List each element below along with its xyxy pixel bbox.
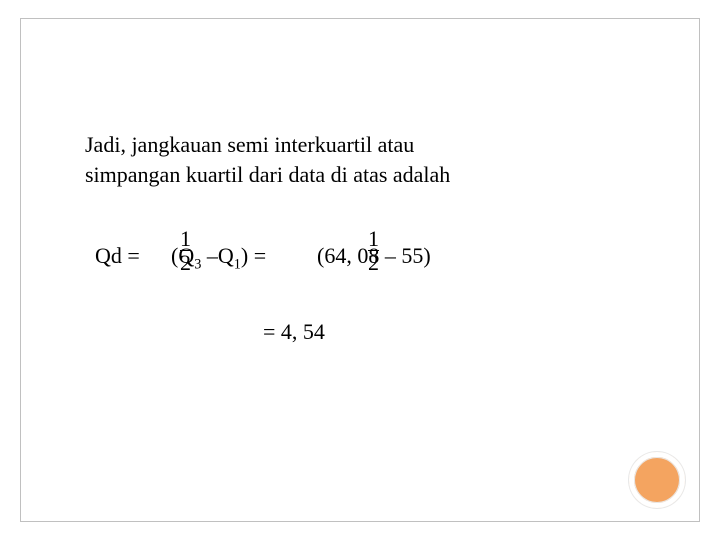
decorative-circle-icon	[629, 452, 685, 508]
frame-top	[20, 18, 700, 19]
expression-values: (64, 08 – 55)	[317, 243, 431, 269]
expr-open: (Q	[171, 243, 194, 268]
expr-mid: –Q	[201, 243, 233, 268]
expr-close: ) =	[241, 243, 266, 268]
subscript-1: 1	[234, 257, 241, 273]
equation-row: Qd = 1 2 (Q3 –Q1) = 1 2 (64, 08 – 55)	[85, 223, 635, 283]
qd-label: Qd =	[95, 243, 140, 269]
frame-left	[20, 18, 21, 522]
frame-bottom	[20, 521, 700, 522]
paragraph-line-2: simpangan kuartil dari data di atas adal…	[85, 160, 635, 190]
frame-right	[699, 18, 700, 522]
expression-q3-q1: (Q3 –Q1) =	[171, 243, 266, 273]
equation-result: = 4, 54	[263, 319, 635, 345]
paragraph-line-1: Jadi, jangkauan semi interkuartil atau	[85, 130, 635, 160]
slide-content: Jadi, jangkauan semi interkuartil atau s…	[85, 130, 635, 345]
